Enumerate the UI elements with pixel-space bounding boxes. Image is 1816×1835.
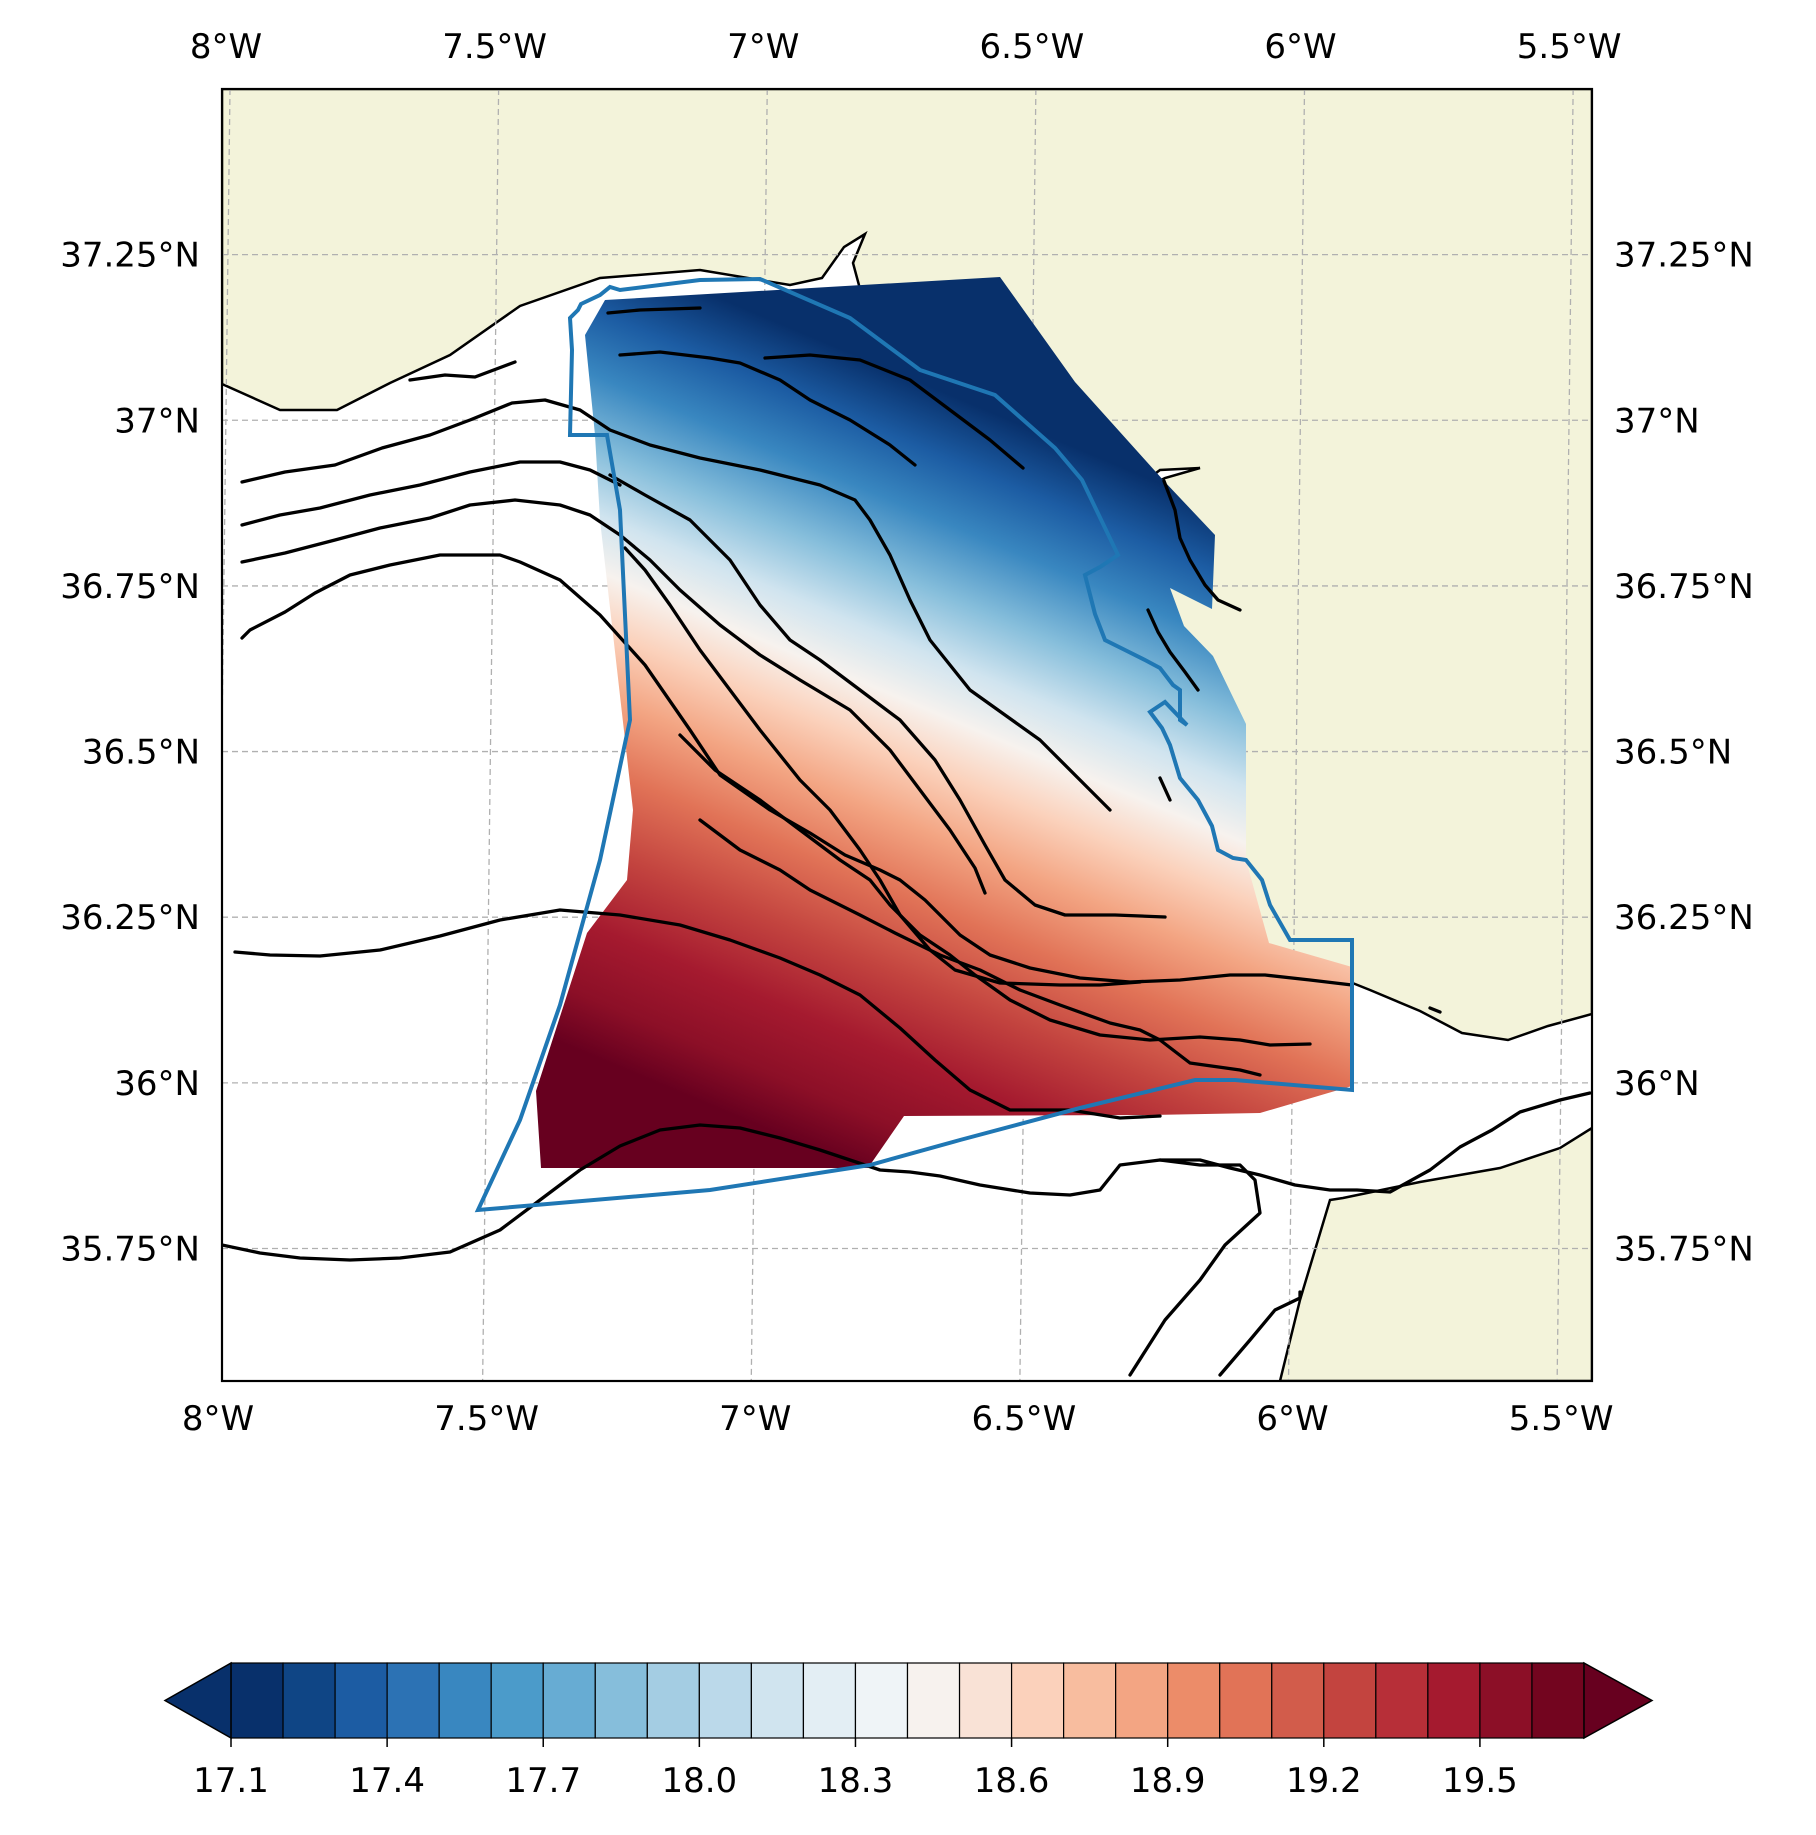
meridian-gridline [481,89,500,1381]
colorbar-bin [906,1662,961,1739]
lat-tick-label-left: 37.25°N [60,236,200,276]
lat-tick-label-right: 36°N [1614,1064,1700,1104]
lon-tick-label-bottom: 7°W [719,1399,791,1439]
lat-tick-label-left: 36.5°N [82,733,200,773]
land-morocco [1278,1126,1592,1381]
lat-tick-label-right: 35.75°N [1614,1229,1754,1269]
colorbar-bin [1375,1662,1429,1739]
lat-tick-label-right: 36.5°N [1614,733,1732,773]
colorbar-bin [1531,1662,1585,1739]
colorbar-bin [1063,1662,1117,1739]
meridian-gridline [222,89,231,788]
lon-tick-label-top: 5.5°W [1517,27,1622,67]
colorbar-bin [1271,1662,1325,1739]
colorbar-bin [750,1662,805,1739]
lon-tick-label-bottom: 6.5°W [972,1399,1077,1439]
lat-tick-label-right: 36.75°N [1614,567,1754,607]
lat-tick-label-right: 37.25°N [1614,236,1754,276]
colorbar-bin [802,1662,857,1739]
contour-lines [222,306,1592,1377]
lon-tick-label-bottom: 7.5°W [434,1399,539,1439]
colorbar-bin [698,1662,752,1739]
colorbar-bin [1010,1662,1065,1739]
colorbar-bin [542,1662,596,1739]
lat-tick-label-left: 36.75°N [60,567,200,607]
colorbar-bin [854,1662,909,1739]
lon-tick-label-bottom: 8°W [182,1399,254,1439]
colorbar-bin [334,1662,388,1739]
colorbar-bins [230,1662,1585,1739]
top-longitude-labels: 8°W 7.5°W 7°W 6.5°W 6°W 5.5°W [190,27,1622,67]
lon-tick-label-top: 7.5°W [442,27,547,67]
lon-tick-label-top: 6°W [1264,27,1336,67]
colorbar-tick-label: 18.9 [1130,1761,1206,1801]
colorbar-tick-label: 19.5 [1442,1761,1518,1801]
colorbar-tick-label: 19.2 [1286,1761,1362,1801]
colorbar-bin [282,1662,336,1739]
colorbar-bin [1323,1662,1377,1739]
model-domain-outline [474,276,1354,1213]
lon-tick-label-top: 8°W [190,27,262,67]
lon-tick-label-bottom: 6°W [1256,1399,1328,1439]
lat-tick-label-left: 35.75°N [60,1229,200,1269]
right-latitude-labels: 37.25°N 37°N 36.75°N 36.5°N 36.25°N 36°N 35.75… [1614,236,1754,1270]
colorbar-bin [958,1662,1013,1739]
colorbar-bin [646,1662,700,1739]
left-latitude-labels: 37.25°N 37°N 36.75°N 36.5°N 36.25°N 36°N 35.75… [60,236,200,1270]
colorbar-bin [1427,1662,1481,1739]
bottom-longitude-labels: 8°W 7.5°W 7°W 6.5°W 6°W 5.5°W [182,1399,1614,1439]
colorbar-bin [1219,1662,1273,1739]
colorbar-tick-label: 18.6 [974,1761,1050,1801]
lat-tick-label-left: 37°N [114,401,200,441]
colorbar-tick-label: 18.3 [818,1761,894,1801]
map-frame [220,87,1594,1383]
colorbar: 17.1 17.4 17.7 18.0 18.3 18.6 18.9 19.2 19.5 [163,1661,1654,1801]
colorbar-bin [438,1662,492,1739]
meridian-gridline [1019,89,1037,1381]
colorbar-bin [490,1662,544,1739]
map-axes: 8°W 7.5°W 7°W 6.5°W 6°W 5.5°W 8°W 7.5°W 7°W 6.5°… [60,27,1754,1439]
colorbar-tick-label: 17.7 [505,1761,581,1801]
colorbar-tick-label: 17.1 [193,1761,269,1801]
colorbar-under-extension [163,1661,232,1740]
lon-tick-label-bottom: 5.5°W [1509,1399,1614,1439]
colorbar-bin [1167,1662,1221,1739]
colorbar-tick-label: 17.4 [349,1761,425,1801]
lon-tick-label-top: 7°W [727,27,799,67]
meridian-gridline [1287,89,1306,1381]
colorbar-ticks: 17.1 17.4 17.7 18.0 18.3 18.6 18.9 19.2 19.5 [193,1738,1518,1801]
colorbar-over-extension [1583,1661,1654,1740]
lat-tick-label-left: 36°N [114,1064,200,1104]
meridian-gridline [1556,89,1574,1381]
colorbar-bin [1115,1662,1169,1739]
lat-tick-label-left: 36.25°N [60,898,200,938]
colorbar-tick-label: 18.0 [661,1761,737,1801]
colorbar-bin [386,1662,440,1739]
colorbar-bin [594,1662,648,1739]
lon-tick-label-top: 6.5°W [980,27,1085,67]
colorbar-bin [1479,1662,1533,1739]
lat-tick-label-right: 37°N [1614,401,1700,441]
colorbar-bin [230,1662,284,1739]
lat-tick-label-right: 36.25°N [1614,898,1754,938]
